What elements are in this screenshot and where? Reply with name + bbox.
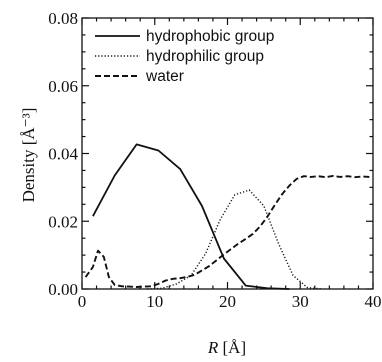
x-axis-unit: [Å]	[223, 338, 247, 357]
x-axis-variable: R	[207, 338, 219, 357]
x-tick-label: 20	[219, 292, 236, 311]
legend: hydrophobic group hydrophilic group water	[95, 28, 274, 85]
y-tick-label: 0.06	[48, 77, 78, 96]
legend-label: water	[145, 68, 184, 85]
legend-label: hydrophilic group	[146, 48, 264, 65]
axis-ticks	[81, 17, 374, 290]
x-axis-label: R [Å]	[207, 338, 246, 357]
tick-labels: 0 10 20 30 40 0.00 0.02 0.04 0.06 0.08	[48, 9, 381, 311]
series-line-water	[84, 174, 370, 288]
x-tick-label: 10	[146, 292, 163, 311]
x-tick-label: 40	[365, 292, 382, 311]
legend-label: hydrophobic group	[146, 28, 274, 45]
y-tick-label: 0.02	[48, 212, 78, 231]
y-tick-label: 0.08	[48, 9, 78, 28]
y-tick-label: 0.04	[48, 145, 78, 164]
x-tick-label: 30	[292, 292, 309, 311]
y-tick-label: 0.00	[48, 280, 78, 299]
series-line-hydrophilic-group	[147, 189, 323, 290]
y-axis-label: Density [Å⁻³]	[19, 108, 38, 203]
x-tick-label: 0	[78, 292, 87, 311]
series-layer	[84, 143, 370, 290]
series-line-hydrophobic-group	[92, 143, 290, 290]
